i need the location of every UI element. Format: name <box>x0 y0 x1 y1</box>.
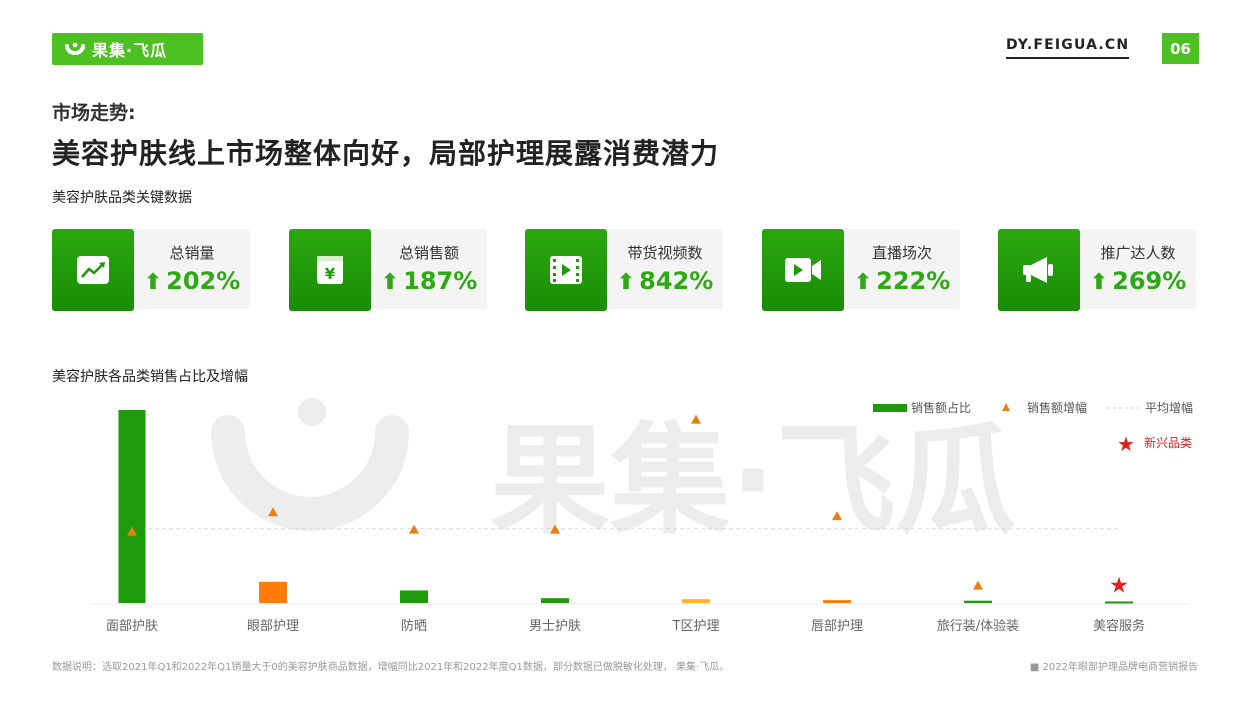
share-bar <box>964 600 992 603</box>
up-arrow-icon: ⬆ <box>1089 270 1109 295</box>
kpi-icon-box <box>52 229 134 311</box>
legend-average-label: 平均增幅 <box>1145 400 1193 415</box>
legend-star-icon: ★ <box>1117 432 1135 456</box>
kpi-label: 带货视频数 <box>627 244 703 262</box>
trend-chart-icon <box>77 256 109 284</box>
share-bar <box>682 599 710 603</box>
video-camera-icon <box>785 258 821 282</box>
growth-triangle-marker <box>832 511 842 521</box>
share-bar <box>1105 601 1133 604</box>
legend-emerging-label: 新兴品类 <box>1144 435 1192 450</box>
chart-legend: 销售额占比 销售额增幅 平均增幅 ★ 新兴品类 <box>873 400 1193 456</box>
kpi-value: ⬆ 842% <box>607 267 723 295</box>
x-tick-label: T区护理 <box>672 619 720 634</box>
x-tick-label: 眼部护理 <box>247 619 299 634</box>
growth-triangle-marker <box>127 526 137 536</box>
kpi-card-sales-amount: ¥ 总销售额 ⬆ 187% <box>289 229 487 311</box>
share-bar <box>118 410 146 603</box>
kpi-icon-box <box>998 229 1080 311</box>
x-tick-label: 男士护肤 <box>529 619 581 634</box>
kpi-icon-box <box>762 229 844 311</box>
kpi-value: ⬆ 187% <box>371 267 487 295</box>
x-tick-label: 旅行装/体验装 <box>937 618 1019 634</box>
up-arrow-icon: ⬆ <box>616 270 636 295</box>
svg-text:¥: ¥ <box>325 265 336 283</box>
logo-mark-icon <box>65 42 85 55</box>
growth-triangle-marker <box>550 524 560 534</box>
megaphone-icon <box>1023 257 1053 283</box>
share-bar <box>259 581 287 603</box>
x-tick-label: 美容服务 <box>1093 618 1145 634</box>
x-tick-label: 防晒 <box>401 618 427 634</box>
growth-triangle-marker <box>691 414 701 424</box>
kpi-section-title: 美容护肤品类关键数据 <box>52 190 192 206</box>
legend-share-label: 销售额占比 <box>911 400 971 415</box>
kpi-label: 直播场次 <box>871 244 932 262</box>
film-icon <box>550 256 582 284</box>
growth-triangle-marker <box>409 524 419 534</box>
up-arrow-icon: ⬆ <box>853 270 873 295</box>
kpi-value: ⬆ 202% <box>134 267 250 295</box>
kpi-value: ⬆ 269% <box>1080 267 1196 295</box>
x-tick-label: 面部护肤 <box>106 619 158 634</box>
kpi-icon-box <box>525 229 607 311</box>
kpi-card-video-count: 带货视频数 ⬆ 842% <box>525 229 723 311</box>
kpi-value-text: 187% <box>403 267 478 295</box>
growth-triangle-marker <box>973 580 983 590</box>
logo-text: 果集·飞瓜 <box>92 41 168 60</box>
kpi-label: 推广达人数 <box>1100 244 1176 262</box>
kpi-value-text: 269% <box>1112 267 1187 295</box>
category-share-growth-chart: 果集·飞瓜 ★ 面部护肤 眼部护理 防晒 男士护肤 T区护理 唇部护理 旅行装/体验装 美容服… <box>90 398 1193 634</box>
emerging-star-marker: ★ <box>1109 574 1129 599</box>
kpi-value-text: 202% <box>166 267 241 295</box>
kpi-value-text: 222% <box>876 267 951 295</box>
brand-logo: 果集·飞瓜 <box>52 33 203 65</box>
kpi-value: ⬆ 222% <box>844 267 960 295</box>
share-bar <box>823 600 851 603</box>
kpi-card-live-sessions: 直播场次 ⬆ 222% <box>762 229 960 311</box>
chart-section-title: 美容护肤各品类销售占比及增幅 <box>52 369 248 385</box>
page-title: 美容护肤线上市场整体向好，局部护理展露消费潜力 <box>52 137 720 170</box>
legend-growth-triangle-icon <box>1002 403 1010 411</box>
legend-growth-label: 销售额增幅 <box>1027 400 1087 415</box>
legend-share-swatch <box>873 404 907 412</box>
data-note: 数据说明：选取2021年Q1和2022年Q1销量大于0的美容护肤商品数据，增幅同… <box>52 662 730 673</box>
page-number: 06 <box>1162 33 1199 64</box>
kpi-card-sales-volume: 总销量 ⬆ 202% <box>52 229 250 311</box>
growth-triangle-marker <box>268 507 278 517</box>
watermark-text: 果集·飞瓜 <box>490 412 1016 551</box>
kpi-label: 总销量 <box>169 244 215 262</box>
share-bar <box>400 590 428 603</box>
kpi-value-text: 842% <box>639 267 714 295</box>
up-arrow-icon: ⬆ <box>143 270 163 295</box>
kpi-card-influencers: 推广达人数 ⬆ 269% <box>998 229 1196 311</box>
watermark: 果集·飞瓜 <box>211 398 1016 551</box>
up-arrow-icon: ⬆ <box>380 270 400 295</box>
share-bar <box>541 598 569 603</box>
site-url[interactable]: DY.FEIGUA.CN <box>1006 37 1130 59</box>
yuan-money-icon: ¥ <box>317 256 343 284</box>
report-name: ■ 2022年眼部护理品牌电商营销报告 <box>1029 662 1198 673</box>
section-kicker: 市场走势: <box>52 102 136 124</box>
x-tick-label: 唇部护理 <box>811 619 863 634</box>
kpi-icon-box: ¥ <box>289 229 371 311</box>
kpi-label: 总销售额 <box>398 244 459 262</box>
